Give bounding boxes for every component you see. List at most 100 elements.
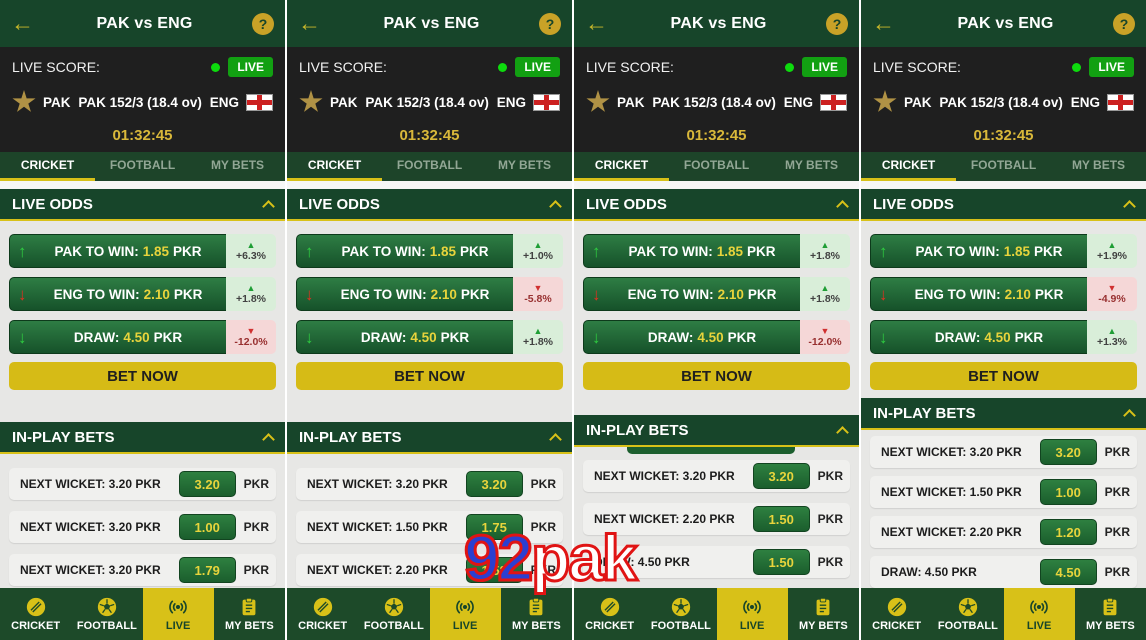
tab-football[interactable]: FOOTBALL bbox=[970, 158, 1037, 172]
england-flag-icon bbox=[533, 93, 560, 111]
help-icon[interactable]: ? bbox=[1113, 12, 1135, 35]
nav-cricket[interactable]: CRICKET bbox=[0, 588, 71, 640]
in-play-odds-button[interactable]: 3.20 bbox=[465, 471, 523, 497]
team-away: ENG bbox=[210, 93, 273, 111]
nav-my-bets[interactable]: MY BETS bbox=[1075, 588, 1146, 640]
tab-football[interactable]: FOOTBALL bbox=[396, 158, 463, 172]
nav-football[interactable]: FOOTBALL bbox=[71, 588, 142, 640]
bet-now-button[interactable]: BET NOW bbox=[9, 362, 276, 390]
nav-cricket[interactable]: CRICKET bbox=[574, 588, 645, 640]
tab-football[interactable]: FOOTBALL bbox=[109, 158, 176, 172]
tab-cricket[interactable]: CRICKET bbox=[20, 158, 75, 172]
nav-label: CRICKET bbox=[585, 620, 635, 632]
tab-my-bets[interactable]: MY BETS bbox=[1071, 158, 1126, 172]
nav-cricket[interactable]: CRICKET bbox=[287, 588, 358, 640]
back-arrow-icon[interactable]: ← bbox=[585, 10, 608, 36]
bet-now-button[interactable]: BET NOW bbox=[583, 362, 850, 390]
in-play-header[interactable]: IN-PLAY BETS bbox=[287, 422, 572, 454]
in-play-odds-button[interactable]: 1.00 bbox=[178, 514, 236, 540]
tab-my-bets[interactable]: MY BETS bbox=[497, 158, 552, 172]
live-odds-header[interactable]: LIVE ODDS bbox=[861, 189, 1146, 221]
nav-live[interactable]: LIVE bbox=[716, 588, 788, 640]
tab-football[interactable]: FOOTBALL bbox=[683, 158, 750, 172]
currency-label: PKR bbox=[530, 563, 556, 577]
back-arrow-icon[interactable]: ← bbox=[298, 10, 321, 36]
cricket-ball-icon bbox=[886, 596, 908, 618]
in-play-odds-button[interactable]: 1.50 bbox=[752, 506, 810, 532]
back-arrow-icon[interactable]: ← bbox=[872, 10, 895, 36]
in-play-header[interactable]: IN-PLAY BETS bbox=[574, 415, 859, 447]
nav-my-bets[interactable]: MY BETS bbox=[788, 588, 859, 640]
tab-cricket[interactable]: CRICKET bbox=[881, 158, 936, 172]
in-play-odds-button[interactable]: 4.50 bbox=[1039, 559, 1097, 585]
help-icon[interactable]: ? bbox=[252, 12, 274, 35]
in-play-label: NEXT WICKET: 3.20 PKR bbox=[881, 445, 1022, 459]
live-odds-header[interactable]: LIVE ODDS bbox=[0, 189, 285, 221]
tab-my-bets[interactable]: MY BETS bbox=[784, 158, 839, 172]
nav-live[interactable]: LIVE bbox=[1003, 588, 1075, 640]
match-screen: ← PAK vs ENG ? LIVE SCORE: LIVE PAK PAK … bbox=[287, 0, 572, 640]
football-icon bbox=[957, 596, 979, 618]
odds-label: PAK TO WIN: bbox=[915, 243, 1000, 259]
odds-label: PAK TO WIN: bbox=[54, 243, 139, 259]
in-play-odds-button[interactable]: 1.00 bbox=[1039, 479, 1097, 505]
in-play-odds-button[interactable]: 1.50 bbox=[752, 549, 810, 575]
in-play-odds-button[interactable]: 1.58 bbox=[465, 557, 523, 583]
in-play-odds-button[interactable]: 1.20 bbox=[1039, 519, 1097, 545]
tab-cricket[interactable]: CRICKET bbox=[594, 158, 649, 172]
nav-football[interactable]: FOOTBALL bbox=[358, 588, 429, 640]
tab-my-bets[interactable]: MY BETS bbox=[210, 158, 265, 172]
delta-percent: +6.3% bbox=[235, 250, 267, 263]
tab-cricket[interactable]: CRICKET bbox=[307, 158, 362, 172]
bet-now-button[interactable]: BET NOW bbox=[870, 362, 1137, 390]
back-arrow-icon[interactable]: ← bbox=[11, 10, 34, 36]
nav-football[interactable]: FOOTBALL bbox=[932, 588, 1003, 640]
bet-now-button[interactable]: BET NOW bbox=[296, 362, 563, 390]
odds-text: PAK TO WIN: 1.85 PKR bbox=[612, 244, 792, 259]
nav-cricket[interactable]: CRICKET bbox=[861, 588, 932, 640]
in-play-odds-button[interactable]: 3.20 bbox=[752, 463, 810, 489]
nav-live[interactable]: LIVE bbox=[429, 588, 501, 640]
nav-live[interactable]: LIVE bbox=[142, 588, 214, 640]
in-play-odds-button[interactable]: 1.75 bbox=[465, 514, 523, 540]
nav-label: LIVE bbox=[739, 620, 765, 632]
in-play-header[interactable]: IN-PLAY BETS bbox=[861, 398, 1146, 430]
page-title: PAK vs ENG bbox=[383, 14, 480, 32]
in-play-odds-button[interactable]: 1.79 bbox=[178, 557, 236, 583]
in-play-odds-button[interactable]: 3.20 bbox=[178, 471, 236, 497]
in-play-header[interactable]: IN-PLAY BETS bbox=[0, 422, 285, 454]
help-icon[interactable]: ? bbox=[539, 12, 561, 35]
nav-my-bets[interactable]: MY BETS bbox=[214, 588, 285, 640]
nav-football[interactable]: FOOTBALL bbox=[645, 588, 716, 640]
nav-my-bets[interactable]: MY BETS bbox=[501, 588, 572, 640]
in-play-odds-button[interactable]: 3.20 bbox=[1039, 439, 1097, 465]
live-odds-header[interactable]: LIVE ODDS bbox=[574, 189, 859, 221]
help-icon[interactable]: ? bbox=[826, 12, 848, 35]
live-odds-header[interactable]: LIVE ODDS bbox=[287, 189, 572, 221]
